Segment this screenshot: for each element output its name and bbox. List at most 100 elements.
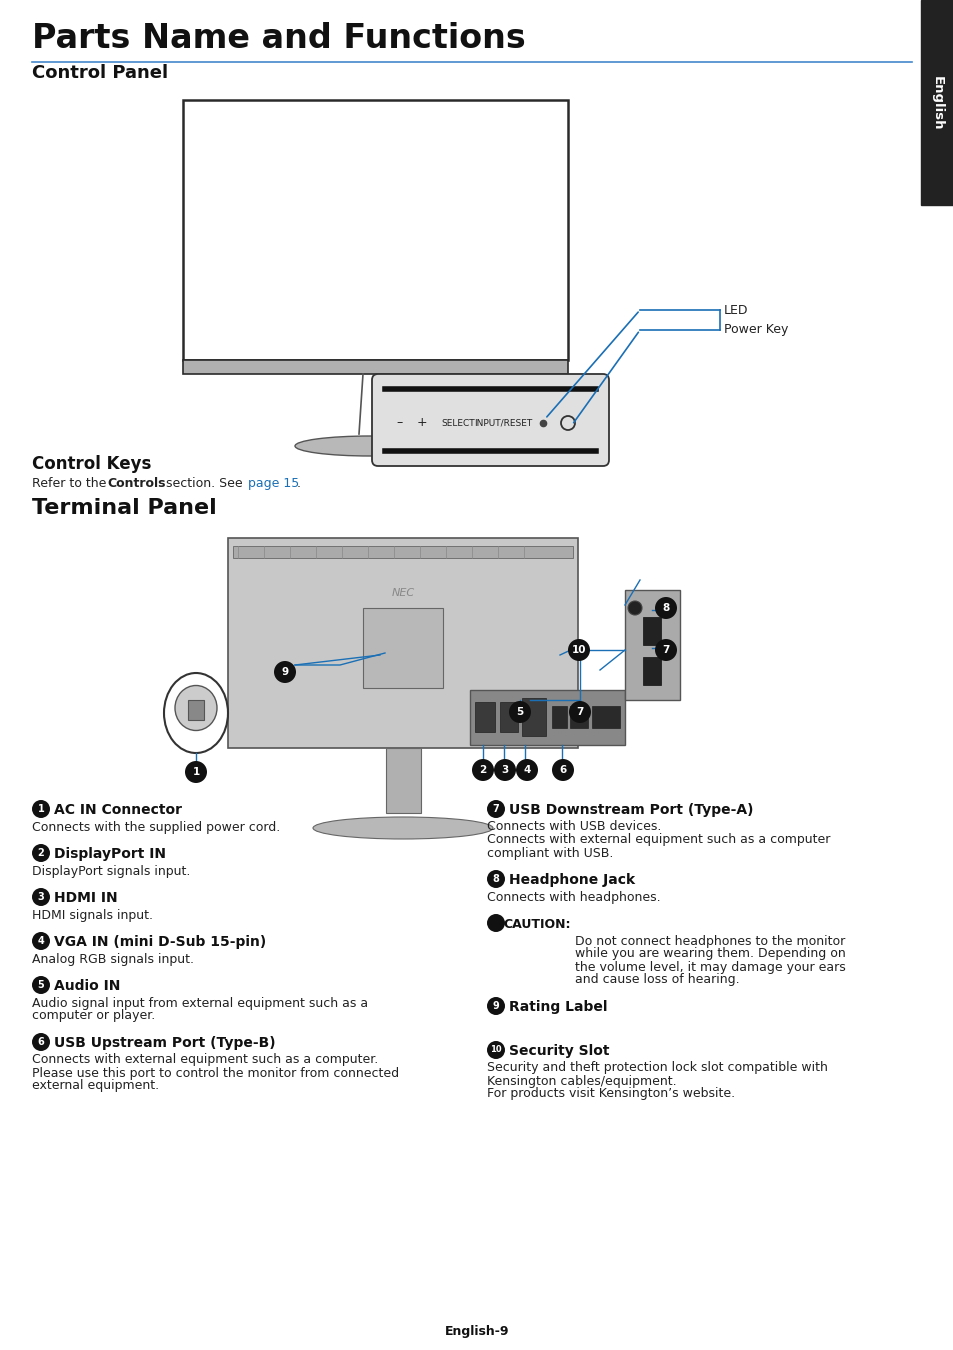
Text: NEC: NEC xyxy=(391,589,415,598)
Text: .: . xyxy=(296,477,301,490)
Text: while you are wearing them. Depending on: while you are wearing them. Depending on xyxy=(575,948,845,960)
Text: Control Keys: Control Keys xyxy=(32,455,152,472)
Circle shape xyxy=(32,801,50,818)
Text: VGA IN (mini D-Sub 15-pin): VGA IN (mini D-Sub 15-pin) xyxy=(54,936,266,949)
Text: Control Panel: Control Panel xyxy=(32,63,168,82)
Text: Headphone Jack: Headphone Jack xyxy=(509,873,635,887)
Bar xyxy=(183,360,567,374)
Bar xyxy=(552,706,566,728)
Text: LED: LED xyxy=(723,304,748,316)
Bar xyxy=(183,100,567,360)
Circle shape xyxy=(655,639,677,662)
Text: Connects with headphones.: Connects with headphones. xyxy=(486,891,659,903)
Text: the volume level, it may damage your ears: the volume level, it may damage your ear… xyxy=(575,960,845,973)
Circle shape xyxy=(516,759,537,782)
Text: 3: 3 xyxy=(37,892,45,902)
Text: Audio IN: Audio IN xyxy=(54,979,120,994)
Text: HDMI signals input.: HDMI signals input. xyxy=(32,909,152,922)
Bar xyxy=(642,657,660,684)
Text: Refer to the: Refer to the xyxy=(32,477,111,490)
Text: 6: 6 xyxy=(37,1037,45,1048)
Bar xyxy=(228,539,578,748)
Text: 1: 1 xyxy=(193,767,199,778)
Text: 4: 4 xyxy=(523,765,530,775)
Text: DisplayPort IN: DisplayPort IN xyxy=(54,846,166,861)
Text: Power Key: Power Key xyxy=(723,324,787,336)
Text: Connects with USB devices.: Connects with USB devices. xyxy=(486,821,660,833)
Text: compliant with USB.: compliant with USB. xyxy=(486,846,613,860)
Circle shape xyxy=(627,601,641,616)
Text: 5: 5 xyxy=(516,707,523,717)
Circle shape xyxy=(32,888,50,906)
Circle shape xyxy=(32,931,50,950)
Text: 2: 2 xyxy=(37,848,45,859)
Text: Rating Label: Rating Label xyxy=(509,1000,607,1014)
Circle shape xyxy=(486,998,504,1015)
Circle shape xyxy=(486,914,504,931)
Text: 3: 3 xyxy=(501,765,508,775)
Text: AC IN Connector: AC IN Connector xyxy=(54,803,182,817)
Text: 9: 9 xyxy=(492,1000,498,1011)
Text: Analog RGB signals input.: Analog RGB signals input. xyxy=(32,953,193,965)
Text: 6: 6 xyxy=(558,765,566,775)
Text: 9: 9 xyxy=(281,667,288,676)
Bar xyxy=(475,702,495,732)
Ellipse shape xyxy=(164,674,228,753)
Text: INPUT/RESET: INPUT/RESET xyxy=(474,418,532,428)
Circle shape xyxy=(486,869,504,888)
Text: –: – xyxy=(396,417,403,429)
Circle shape xyxy=(552,759,574,782)
Bar xyxy=(569,706,587,728)
Ellipse shape xyxy=(313,817,493,838)
Bar xyxy=(188,701,204,720)
Ellipse shape xyxy=(174,686,216,730)
Text: For products visit Kensington’s website.: For products visit Kensington’s website. xyxy=(486,1088,735,1100)
Bar xyxy=(521,698,545,736)
Ellipse shape xyxy=(294,436,444,456)
Text: Security and theft protection lock slot compatible with: Security and theft protection lock slot … xyxy=(486,1061,827,1075)
Text: English-9: English-9 xyxy=(444,1324,509,1338)
Bar xyxy=(920,0,953,205)
Text: external equipment.: external equipment. xyxy=(32,1080,159,1092)
Text: 7: 7 xyxy=(576,707,583,717)
Bar xyxy=(499,702,517,732)
Text: Parts Name and Functions: Parts Name and Functions xyxy=(32,22,525,55)
Bar xyxy=(386,748,420,813)
Text: CAUTION:: CAUTION: xyxy=(502,918,570,930)
Text: Controls: Controls xyxy=(107,477,165,490)
Circle shape xyxy=(567,639,589,662)
Circle shape xyxy=(486,801,504,818)
Text: Terminal Panel: Terminal Panel xyxy=(32,498,216,518)
Text: +: + xyxy=(416,417,427,429)
Bar xyxy=(642,617,660,645)
Circle shape xyxy=(472,759,494,782)
FancyBboxPatch shape xyxy=(372,374,608,466)
Bar xyxy=(233,545,573,558)
Text: Kensington cables/equipment.: Kensington cables/equipment. xyxy=(486,1075,676,1088)
Text: USB Downstream Port (Type-A): USB Downstream Port (Type-A) xyxy=(509,803,753,817)
Text: section. See: section. See xyxy=(162,477,247,490)
Text: Connects with external equipment such as a computer.: Connects with external equipment such as… xyxy=(32,1053,377,1066)
Text: 8: 8 xyxy=(661,603,669,613)
Text: 7: 7 xyxy=(492,805,498,814)
Text: 10: 10 xyxy=(490,1045,501,1054)
Text: SELECT: SELECT xyxy=(440,418,475,428)
Text: HDMI IN: HDMI IN xyxy=(54,891,117,904)
Bar xyxy=(624,590,679,701)
Text: Connects with external equipment such as a computer: Connects with external equipment such as… xyxy=(486,833,829,846)
Circle shape xyxy=(32,1033,50,1052)
Text: Please use this port to control the monitor from connected: Please use this port to control the moni… xyxy=(32,1066,398,1080)
Bar xyxy=(592,706,619,728)
Text: 10: 10 xyxy=(571,645,586,655)
Text: English: English xyxy=(930,76,943,130)
Circle shape xyxy=(32,976,50,994)
Text: DisplayPort signals input.: DisplayPort signals input. xyxy=(32,864,191,878)
Text: ⚠: ⚠ xyxy=(486,917,499,932)
Text: 4: 4 xyxy=(37,936,45,946)
Text: Do not connect headphones to the monitor: Do not connect headphones to the monitor xyxy=(575,934,844,948)
Text: 8: 8 xyxy=(492,873,499,884)
Text: USB Upstream Port (Type-B): USB Upstream Port (Type-B) xyxy=(54,1035,275,1050)
Circle shape xyxy=(655,597,677,620)
Bar xyxy=(470,690,624,745)
Circle shape xyxy=(274,662,295,683)
